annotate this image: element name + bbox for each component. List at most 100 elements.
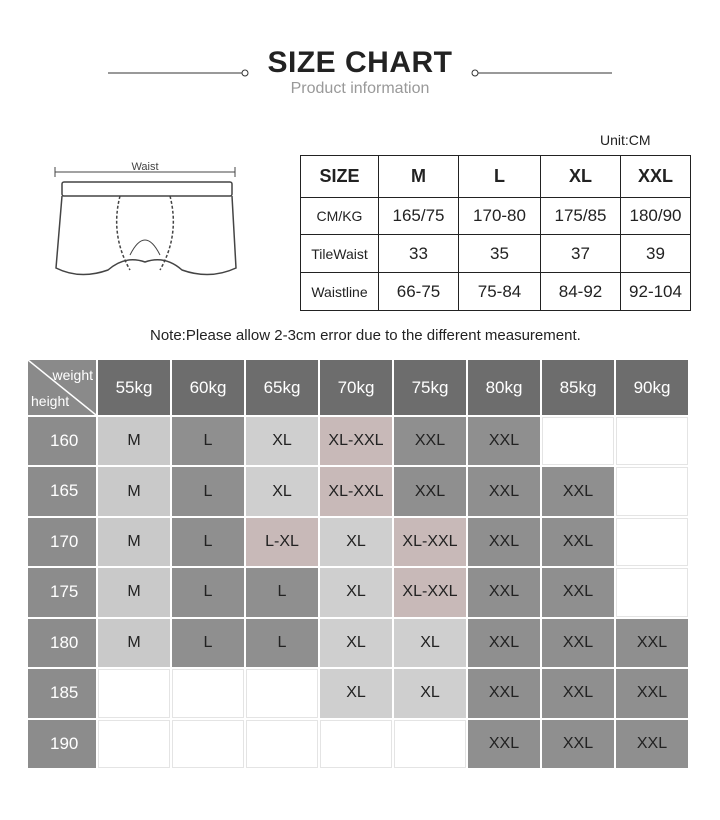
table-header-cell: XL xyxy=(540,155,621,198)
empty-cell xyxy=(246,669,318,718)
table-header-cell: M xyxy=(378,155,459,198)
size-cell: XL xyxy=(394,669,466,718)
size-cell: XXL xyxy=(468,517,540,567)
size-cell: XXL xyxy=(468,467,540,516)
size-cell: XXL xyxy=(542,719,614,768)
subtitle: Product information xyxy=(290,80,430,97)
empty-cell xyxy=(98,719,170,768)
empty-cell xyxy=(394,719,466,768)
table-cell: 66-75 xyxy=(378,272,459,311)
empty-cell xyxy=(616,417,688,466)
size-cell: L xyxy=(172,467,244,516)
table-cell: 170-80 xyxy=(458,197,541,235)
size-cell: L xyxy=(172,417,244,466)
size-cell: XXL xyxy=(468,669,540,718)
empty-cell xyxy=(246,719,318,768)
size-cell: XXL xyxy=(394,467,466,516)
size-cell: XL-XXL xyxy=(394,568,466,617)
table-cell: Waistline xyxy=(300,272,379,311)
empty-cell xyxy=(98,669,170,718)
size-cell: XXL xyxy=(468,417,540,466)
size-cell: M xyxy=(98,517,170,567)
size-cell: XXL xyxy=(616,669,688,718)
corner-cell: weight height xyxy=(28,360,96,415)
table-cell: 165/75 xyxy=(378,197,459,235)
table-header-cell: L xyxy=(458,155,541,198)
diagram-label: Waist xyxy=(131,161,158,173)
note: Note:Please allow 2-3cm error due to the… xyxy=(150,327,581,344)
empty-cell xyxy=(616,467,688,516)
size-cell: XXL xyxy=(468,568,540,617)
table-cell: 75-84 xyxy=(458,272,541,311)
size-cell: XXL xyxy=(468,719,540,768)
size-cell: XL xyxy=(246,417,318,466)
table-cell: 84-92 xyxy=(540,272,621,311)
size-cell: XL xyxy=(320,517,392,567)
size-cell: L xyxy=(172,517,244,567)
title: SIZE CHART xyxy=(267,46,453,79)
size-cell: XL xyxy=(394,618,466,668)
column-header: 60kg xyxy=(172,360,244,415)
empty-cell xyxy=(616,568,688,617)
size-cell: L-XL xyxy=(246,517,318,567)
row-header: 165 xyxy=(28,467,96,516)
table-cell: 33 xyxy=(378,234,459,273)
empty-cell xyxy=(542,417,614,466)
table-cell: CM/KG xyxy=(300,197,379,235)
size-cell: M xyxy=(98,467,170,516)
column-header: 55kg xyxy=(98,360,170,415)
empty-cell xyxy=(320,719,392,768)
table-cell: 180/90 xyxy=(620,197,691,235)
size-cell: XXL xyxy=(542,517,614,567)
column-header: 80kg xyxy=(468,360,540,415)
briefs-diagram xyxy=(54,167,237,276)
size-cell: M xyxy=(98,568,170,617)
empty-cell xyxy=(616,517,688,567)
size-cell: XL-XXL xyxy=(320,467,392,516)
column-header: 65kg xyxy=(246,360,318,415)
size-cell: XL-XXL xyxy=(320,417,392,466)
table-cell: 92-104 xyxy=(620,272,691,311)
empty-cell xyxy=(172,669,244,718)
size-cell: M xyxy=(98,417,170,466)
table-cell: TileWaist xyxy=(300,234,379,273)
size-cell: XXL xyxy=(616,719,688,768)
row-header: 160 xyxy=(28,417,96,466)
size-cell: XXL xyxy=(542,568,614,617)
corner-weight: weight xyxy=(52,367,93,383)
table-cell: 35 xyxy=(458,234,541,273)
size-cell: XL xyxy=(320,618,392,668)
size-cell: M xyxy=(98,618,170,668)
unit: Unit:CM xyxy=(600,132,651,148)
row-header: 170 xyxy=(28,517,96,567)
row-header: 190 xyxy=(28,719,96,768)
table-header-cell: XXL xyxy=(620,155,691,198)
size-cell: XXL xyxy=(468,618,540,668)
table-cell: 37 xyxy=(540,234,621,273)
size-cell: XXL xyxy=(542,669,614,718)
size-cell: XL-XXL xyxy=(394,517,466,567)
column-header: 90kg xyxy=(616,360,688,415)
row-header: 175 xyxy=(28,568,96,617)
table-header-cell: SIZE xyxy=(300,155,379,198)
corner-height: height xyxy=(31,393,70,409)
column-header: 70kg xyxy=(320,360,392,415)
table-cell: 175/85 xyxy=(540,197,621,235)
size-cell: XL xyxy=(246,467,318,516)
size-cell: XL xyxy=(320,669,392,718)
empty-cell xyxy=(172,719,244,768)
size-cell: XL xyxy=(320,568,392,617)
size-cell: XXL xyxy=(394,417,466,466)
column-header: 85kg xyxy=(542,360,614,415)
size-cell: L xyxy=(246,568,318,617)
row-header: 185 xyxy=(28,669,96,718)
size-cell: L xyxy=(246,618,318,668)
table-cell: 39 xyxy=(620,234,691,273)
size-cell: L xyxy=(172,568,244,617)
size-cell: XXL xyxy=(616,618,688,668)
size-cell: XXL xyxy=(542,618,614,668)
column-header: 75kg xyxy=(394,360,466,415)
size-cell: L xyxy=(172,618,244,668)
